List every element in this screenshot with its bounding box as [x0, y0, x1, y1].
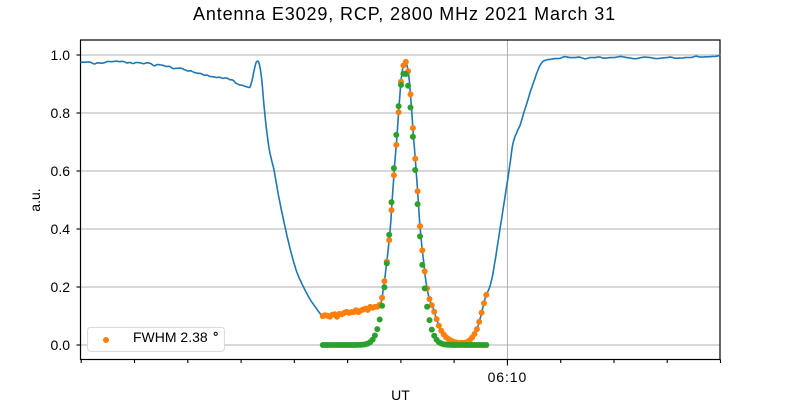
svg-text:1.0: 1.0 [51, 47, 71, 63]
svg-text:0.2: 0.2 [51, 279, 71, 295]
svg-text:FWHM 2.38: FWHM 2.38 [133, 329, 208, 345]
svg-text:Antenna E3029, RCP, 2800 MHz 2: Antenna E3029, RCP, 2800 MHz 2021 March … [193, 4, 616, 24]
svg-text:a.u.: a.u. [27, 188, 43, 211]
svg-text:0.4: 0.4 [51, 221, 71, 237]
svg-text:06:10: 06:10 [488, 369, 528, 385]
svg-text:0.6: 0.6 [51, 163, 71, 179]
svg-text:0.0: 0.0 [51, 337, 71, 353]
svg-text:0.8: 0.8 [51, 105, 71, 121]
svg-text:UT: UT [391, 387, 410, 400]
